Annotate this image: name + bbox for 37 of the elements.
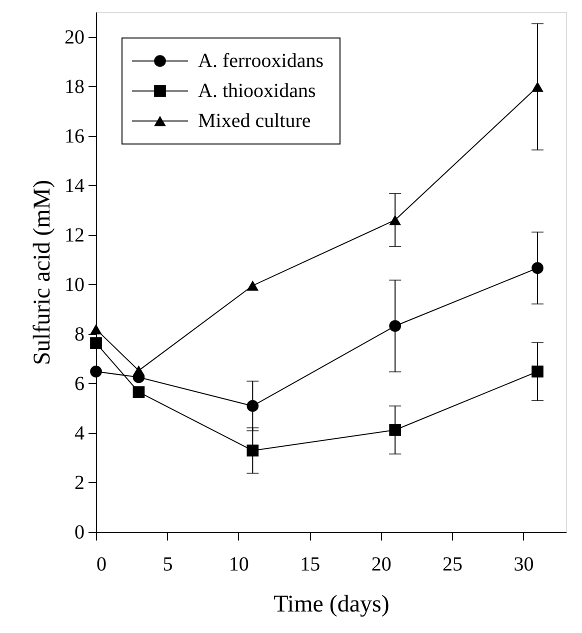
y-tick-label: 10 — [64, 274, 84, 296]
legend-label: A. ferrooxidans — [198, 50, 324, 72]
point — [90, 337, 102, 349]
y-tick-label: 4 — [74, 422, 84, 444]
y-tick-label: 12 — [64, 224, 84, 246]
point — [389, 424, 402, 436]
x-tick-label: 0 — [96, 554, 106, 576]
point — [532, 262, 544, 274]
y-tick-label: 18 — [64, 76, 84, 98]
y-tick-label: 16 — [64, 125, 84, 148]
x-tick-label: 10 — [228, 554, 249, 576]
point — [246, 400, 259, 412]
y-tick-label: 20 — [64, 26, 84, 48]
point — [389, 214, 402, 226]
x-tick-label: 30 — [514, 554, 534, 576]
y-tick-label: 6 — [74, 372, 84, 395]
point — [246, 444, 259, 456]
point — [389, 320, 402, 332]
y-tick-label: 8 — [74, 323, 84, 346]
y-tick-label: 0 — [74, 522, 84, 544]
x-tick-label: 5 — [162, 554, 173, 576]
point — [132, 386, 145, 398]
legend-label: A. thiooxidans — [198, 80, 316, 102]
y-tick-label: 14 — [64, 174, 84, 197]
x-tick-label: 15 — [300, 554, 320, 576]
y-tick-label: 2 — [74, 472, 84, 494]
point — [532, 82, 544, 92]
point — [90, 324, 102, 334]
y-axis-title: Sulfuric acid (mM) — [30, 180, 56, 366]
x-tick-label: 20 — [371, 554, 392, 576]
x-tick-label: 25 — [442, 554, 463, 576]
x-axis-title: Time (days) — [274, 592, 390, 618]
point — [90, 366, 102, 378]
point — [532, 366, 544, 378]
legend-label: Mixed culture — [198, 110, 311, 132]
point — [132, 365, 145, 376]
point — [246, 280, 259, 291]
